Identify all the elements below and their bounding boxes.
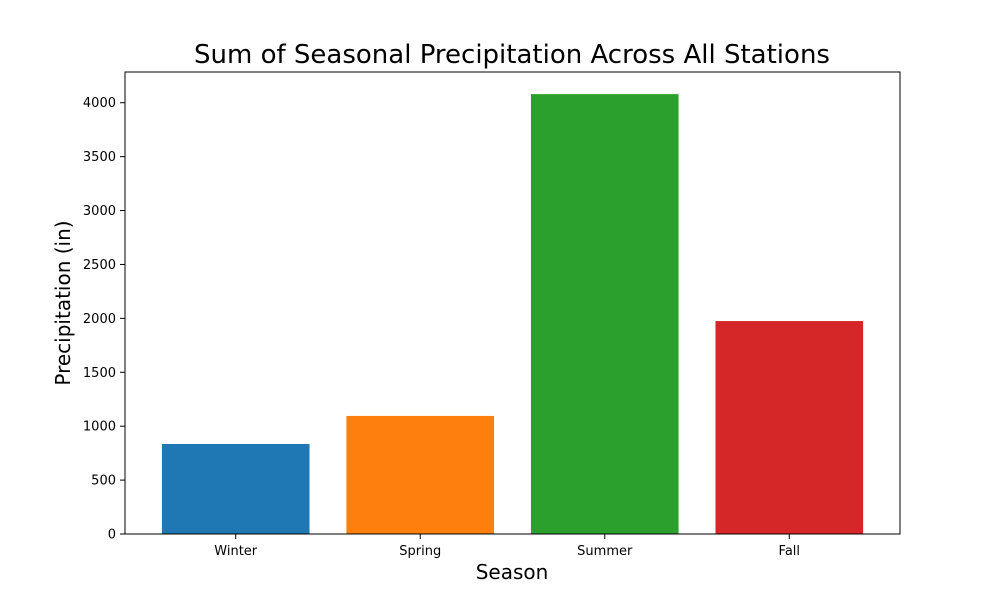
bars-group (161, 94, 864, 534)
x-axis-label: Season (476, 560, 549, 584)
plot-frame (124, 71, 901, 535)
bar-fall (715, 321, 864, 534)
y-tick-label: 2000 (83, 312, 116, 327)
x-tick-label: Spring (399, 544, 441, 559)
x-tick-label: Fall (779, 544, 800, 559)
y-tick-label: 3500 (83, 150, 116, 165)
x-tick-label: Winter (214, 544, 258, 559)
bar-summer (530, 94, 679, 534)
y-axis-ticks: 0 500 1000 1500 2000 2500 3000 3500 4000 (83, 96, 125, 543)
y-tick-label: 1500 (83, 366, 116, 381)
y-tick-label: 2500 (83, 258, 116, 273)
x-axis-ticks: Winter Spring Summer Fall (214, 534, 800, 559)
bar-winter (161, 443, 310, 534)
bar-spring (346, 415, 495, 534)
y-tick-label: 500 (91, 474, 116, 489)
y-tick-label: 1000 (83, 420, 116, 435)
y-tick-label: 3000 (83, 204, 116, 219)
chart-title: Sum of Seasonal Precipitation Across All… (194, 40, 830, 70)
y-axis-label: Precipitation (in) (51, 220, 75, 385)
x-tick-label: Summer (577, 544, 633, 559)
y-tick-label: 0 (108, 528, 116, 543)
y-tick-label: 4000 (83, 96, 116, 111)
